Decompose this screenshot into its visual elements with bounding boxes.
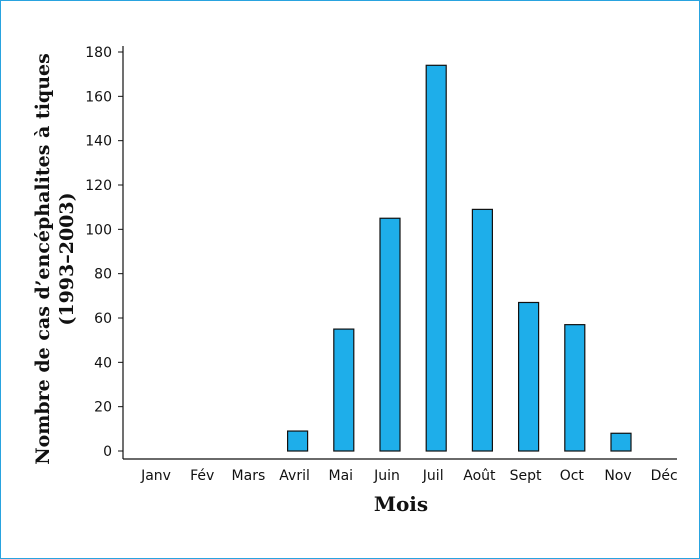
y-tick-label: 100 <box>85 222 112 238</box>
y-axis-title: Nombre de cas d’encéphalites à tiques <box>32 53 54 465</box>
bar <box>564 324 586 452</box>
y-tick-label: 160 <box>85 89 112 105</box>
x-axis-title: Mois <box>374 492 428 516</box>
bar <box>517 301 540 452</box>
x-tick-label: Mai <box>329 468 354 484</box>
y-tick-label: 80 <box>94 267 112 283</box>
bar <box>425 64 447 452</box>
x-tick-label: Nov <box>604 468 631 484</box>
y-tick-label: 120 <box>85 178 112 194</box>
y-tick-label: 0 <box>103 444 112 460</box>
bar <box>471 208 493 452</box>
x-tick-label: Oct <box>560 468 585 484</box>
x-tick-label: Sept <box>510 468 542 484</box>
y-axis-title-period: (1993–2003) <box>56 192 78 325</box>
y-tick-label: 180 <box>85 45 112 61</box>
y-tick-label: 60 <box>94 311 112 327</box>
bar <box>333 328 355 452</box>
x-axis-ticks: Janv Fév Mars Avril Mai Juin Juil Août Sept Oct No… <box>140 468 678 484</box>
x-tick-label: Mars <box>232 468 266 484</box>
bar <box>379 217 401 452</box>
x-tick-label: Juin <box>373 468 400 484</box>
x-tick-label: Août <box>463 468 496 484</box>
y-tick-label: 20 <box>94 400 112 416</box>
y-tick-label: 40 <box>94 355 112 371</box>
bar <box>610 432 632 452</box>
y-tick-label: 140 <box>85 134 112 150</box>
x-tick-label: Juil <box>422 468 444 484</box>
bars <box>287 64 632 452</box>
x-tick-label: Avril <box>279 468 310 484</box>
x-tick-label: Fév <box>190 468 214 484</box>
y-axis-title-group: Nombre de cas d’encéphalites à tiques (1… <box>32 53 78 465</box>
x-tick-label: Janv <box>140 468 171 484</box>
bar <box>287 430 309 452</box>
y-axis-ticks: 0 20 40 60 80 100 120 140 160 180 <box>85 45 123 460</box>
x-tick-label: Déc <box>651 468 678 484</box>
